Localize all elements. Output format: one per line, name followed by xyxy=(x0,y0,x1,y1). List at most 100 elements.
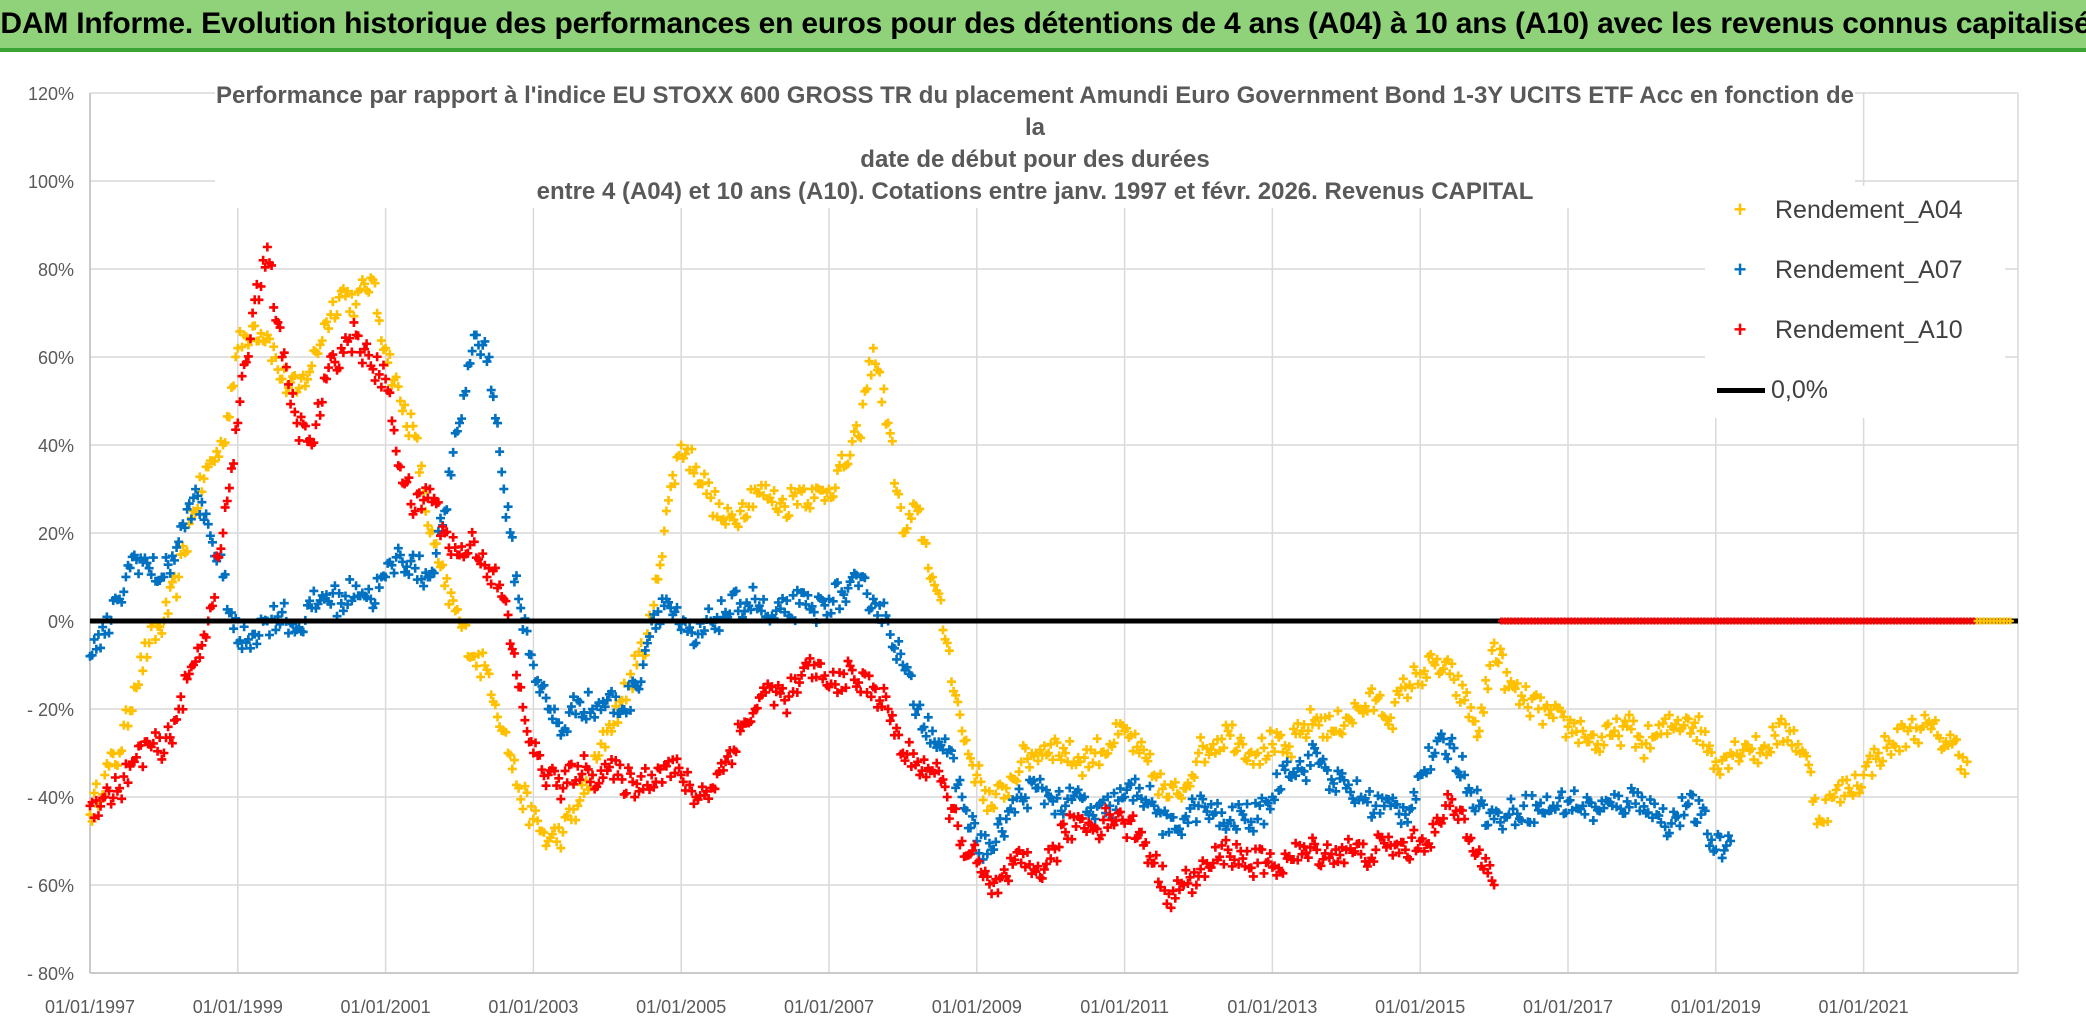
rendement-a10-point xyxy=(463,548,473,558)
rendement-a10-point xyxy=(1460,814,1470,824)
rendement-a10-point xyxy=(315,410,325,420)
rendement-a04-point xyxy=(714,499,724,509)
rendement-a10-point xyxy=(670,768,680,778)
rendement-a10-point xyxy=(1242,846,1252,856)
rendement-a10-point xyxy=(604,762,614,772)
rendement-a04-point xyxy=(1265,726,1275,736)
rendement-a04-point xyxy=(1679,720,1689,730)
rendement-a07-point xyxy=(1510,820,1520,830)
rendement-a10-point xyxy=(309,438,319,448)
rendement-a10-point xyxy=(917,766,927,776)
rendement-a10-point xyxy=(968,846,978,856)
rendement-a07-point xyxy=(1324,785,1334,795)
rendement-a04-point xyxy=(1145,749,1155,759)
rendement-a04-point xyxy=(448,596,458,606)
rendement-a10-point xyxy=(347,347,357,357)
rendement-a04-point xyxy=(1058,743,1068,753)
rendement-a04-point xyxy=(1483,684,1493,694)
rendement-a10-point xyxy=(1003,876,1013,886)
rendement-a04-point xyxy=(1394,690,1404,700)
rendement-a07-point xyxy=(1447,733,1457,743)
rendement-a07-point xyxy=(395,550,405,560)
rendement-a10-point xyxy=(1210,842,1220,852)
rendement-a04-point xyxy=(1092,734,1102,744)
rendement-a07-point xyxy=(499,484,509,494)
rendement-a07-point xyxy=(991,837,1001,847)
rendement-a04-point xyxy=(946,677,956,687)
rendement-a07-point xyxy=(1472,785,1482,795)
rendement-a07-point xyxy=(1198,794,1208,804)
rendement-a04-point xyxy=(858,399,868,409)
rendement-a04-point xyxy=(1588,730,1598,740)
rendement-a10-point xyxy=(275,323,285,333)
x-tick-label: 01/01/2011 xyxy=(1080,997,1169,1017)
rendement-a07-point xyxy=(446,470,456,480)
rendement-a07-point xyxy=(174,537,184,547)
rendement-a10-point xyxy=(91,795,101,805)
rendement-a10-point xyxy=(1175,885,1184,895)
rendement-a10-point xyxy=(518,702,528,712)
rendement-a04-point xyxy=(1599,740,1609,750)
rendement-a07-point xyxy=(1637,792,1647,802)
rendement-a07-point xyxy=(1181,811,1191,821)
rendement-a07-point xyxy=(1688,790,1698,800)
rendement-a10-point xyxy=(1105,810,1115,820)
rendement-a10-point xyxy=(1310,839,1320,849)
rendement-a04-point xyxy=(1715,769,1725,779)
rendement-a10-point xyxy=(541,781,551,791)
rendement-a10-point xyxy=(1052,856,1062,866)
rendement-a07-point xyxy=(429,568,439,578)
rendement-a04-point xyxy=(657,552,667,562)
rendement-a07-point xyxy=(626,705,636,715)
rendement-a04-point xyxy=(1077,771,1087,781)
rendement-a07-point xyxy=(321,590,331,600)
rendement-a10-point xyxy=(1232,839,1242,849)
rendement-a04-point xyxy=(845,450,855,460)
rendement-a10-point xyxy=(588,770,598,780)
rendement-a10-point xyxy=(1438,813,1448,823)
rendement-a10-point xyxy=(531,738,541,748)
rendement-a07-point xyxy=(512,571,522,581)
rendement-a04-point xyxy=(961,735,971,745)
rendement-a04-point xyxy=(921,538,931,548)
rendement-a04-point xyxy=(1103,748,1113,758)
rendement-a10-point xyxy=(222,496,232,506)
rendement-a10-point xyxy=(1158,861,1168,871)
rendement-a04-point xyxy=(237,342,247,352)
rendement-a04-point xyxy=(1821,795,1831,805)
rendement-a04-point xyxy=(699,469,709,479)
rendement-a07-point xyxy=(1343,780,1353,790)
rendement-a10-point xyxy=(235,397,245,407)
rendement-a07-point xyxy=(1352,776,1362,786)
rendement-a07-point xyxy=(1331,786,1341,796)
rendement-a10-point xyxy=(932,758,942,768)
rendement-a10-point xyxy=(1331,845,1341,855)
rendement-a10-point xyxy=(866,692,876,702)
rendement-a04-point xyxy=(1865,751,1875,761)
rendement-a07-point xyxy=(193,491,203,501)
rendement-a07-point xyxy=(245,643,255,653)
rendement-a10-point xyxy=(940,782,950,792)
rendement-a04-point xyxy=(1185,781,1195,791)
rendement-a10-point xyxy=(1301,848,1311,858)
rendement-a04-point xyxy=(1472,732,1482,742)
rendement-a04-point xyxy=(1960,769,1970,779)
rendement-a10-point xyxy=(854,678,864,688)
rendement-a07-point xyxy=(590,712,600,722)
rendement-a04-point xyxy=(1521,682,1531,692)
rendement-a04-point xyxy=(524,820,534,830)
rendement-a04-point xyxy=(1466,702,1476,712)
rendement-a07-point xyxy=(1240,815,1250,825)
rendement-a04-point xyxy=(1867,770,1877,780)
rendement-a07-point xyxy=(89,634,99,644)
rendement-a07-point xyxy=(1362,797,1372,807)
rendement-a10-point xyxy=(300,421,310,431)
rendement-a10-point xyxy=(381,374,391,384)
rendement-a07-point xyxy=(1202,807,1212,817)
rendement-a04-point xyxy=(1014,767,1024,777)
rendement-a07-point xyxy=(885,630,895,640)
y-tick-label: 100% xyxy=(28,172,74,192)
rendement-a10-point xyxy=(678,777,688,787)
rendement-a04-point xyxy=(792,499,802,509)
rendement-a04-point xyxy=(1360,701,1370,711)
